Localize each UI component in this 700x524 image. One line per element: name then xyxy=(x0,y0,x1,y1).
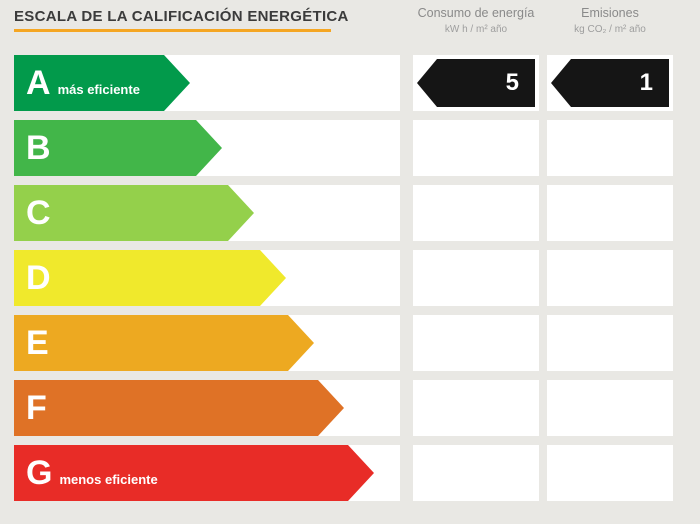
rating-label-a: más eficiente xyxy=(57,82,140,97)
emisiones-cell-g xyxy=(547,445,673,501)
consumo-column-title: Consumo de energía xyxy=(417,6,535,20)
rating-letter-f: F xyxy=(26,389,47,427)
consumo-cell-e xyxy=(413,315,539,371)
rating-arrow-d: D xyxy=(14,250,286,306)
rating-row-f: F xyxy=(14,380,673,436)
emisiones-column-units: kg CO₂ / m² año xyxy=(574,24,646,35)
rating-bar-track-e: E xyxy=(14,315,400,371)
rating-row-c: C xyxy=(14,185,673,241)
rating-letter-g: G xyxy=(26,454,53,492)
rating-letter-d: D xyxy=(26,259,51,297)
rating-bar-track-a: A más eficiente xyxy=(14,55,400,111)
rating-bar-track-c: C xyxy=(14,185,400,241)
emisiones-cell-e xyxy=(547,315,673,371)
emisiones-cell-c xyxy=(547,185,673,241)
emisiones-value-badge-a: 1 xyxy=(551,59,669,107)
consumo-value-badge-a: 5 xyxy=(417,59,535,107)
page-title: ESCALA DE LA CALIFICACIÓN ENERGÉTICA xyxy=(14,8,349,25)
title-underline xyxy=(14,29,331,32)
rating-bar-track-b: B xyxy=(14,120,400,176)
rating-letter-e: E xyxy=(26,324,49,362)
rating-row-a: A más eficiente 5 1 xyxy=(14,55,673,111)
consumo-cell-g xyxy=(413,445,539,501)
rating-rows: A más eficiente 5 1 B xyxy=(14,55,673,510)
consumo-cell-f xyxy=(413,380,539,436)
rating-arrow-a: A más eficiente xyxy=(14,55,190,111)
rating-letter-a: A xyxy=(26,64,51,102)
emisiones-cell-d xyxy=(547,250,673,306)
rating-letter-c: C xyxy=(26,194,51,232)
rating-label-g: menos eficiente xyxy=(59,472,158,487)
rating-row-b: B xyxy=(14,120,673,176)
consumo-cell-c xyxy=(413,185,539,241)
rating-letter-b: B xyxy=(26,129,51,167)
emisiones-cell-f xyxy=(547,380,673,436)
rating-row-e: E xyxy=(14,315,673,371)
consumo-cell-a: 5 xyxy=(413,55,539,111)
consumo-cell-d xyxy=(413,250,539,306)
rating-arrow-b: B xyxy=(14,120,222,176)
rating-arrow-f: F xyxy=(14,380,344,436)
column-header-consumo: Consumo de energía kW h / m² año xyxy=(413,6,539,35)
rating-arrow-g: G menos eficiente xyxy=(14,445,374,501)
rating-row-g: G menos eficiente xyxy=(14,445,673,501)
rating-bar-track-d: D xyxy=(14,250,400,306)
rating-row-d: D xyxy=(14,250,673,306)
consumo-value-a: 5 xyxy=(505,69,519,96)
consumo-column-units: kW h / m² año xyxy=(444,24,508,35)
consumo-cell-b xyxy=(413,120,539,176)
emisiones-cell-a: 1 xyxy=(547,55,673,111)
emisiones-value-a: 1 xyxy=(639,69,653,96)
emisiones-cell-b xyxy=(547,120,673,176)
rating-bar-track-f: F xyxy=(14,380,400,436)
rating-bar-track-g: G menos eficiente xyxy=(14,445,400,501)
column-header-emisiones: Emisiones kg CO₂ / m² año xyxy=(547,6,673,35)
rating-arrow-c: C xyxy=(14,185,254,241)
emisiones-column-title: Emisiones xyxy=(581,6,639,20)
rating-arrow-e: E xyxy=(14,315,314,371)
